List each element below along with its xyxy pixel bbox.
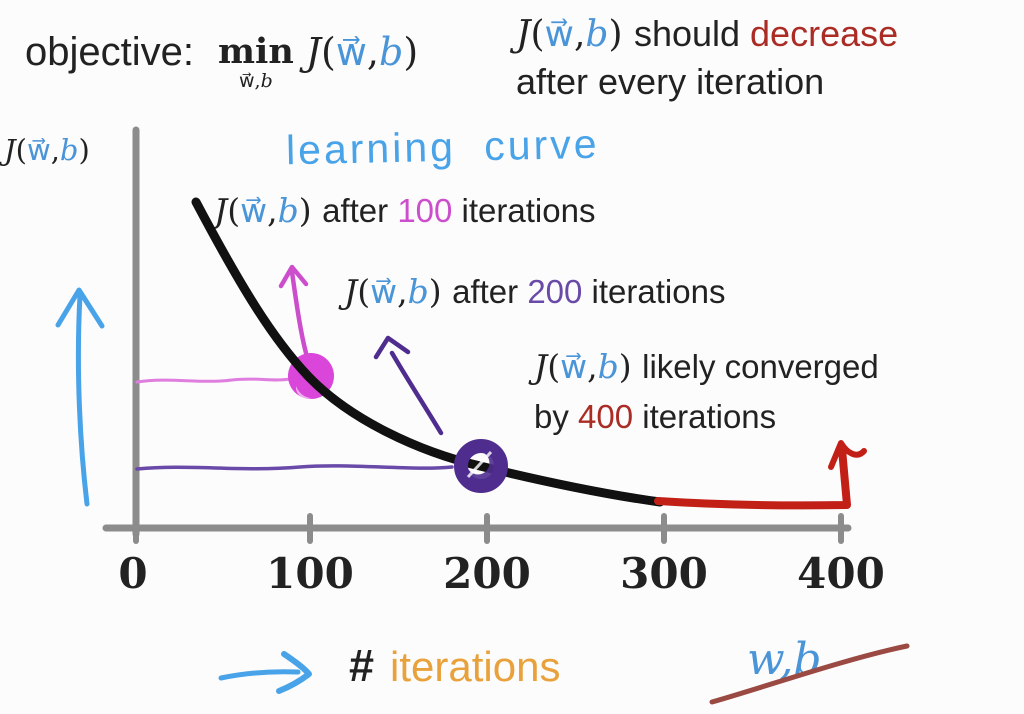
wb-label-struck: w,b xyxy=(747,634,822,685)
x-tick-label-400: 400 xyxy=(797,549,885,598)
statement-line1: J(w⃗,b) should decrease xyxy=(516,13,899,55)
objective-formula: J(w⃗,b) xyxy=(305,30,419,74)
x-tick-label-100: 100 xyxy=(266,549,354,598)
statement-line2: after every iteration xyxy=(516,61,825,102)
annotation-400-converged: J(w⃗,b) likely converged by 400 iteratio… xyxy=(534,342,879,442)
marker-ring-200 xyxy=(454,439,508,493)
iterations-label: iterations xyxy=(390,643,561,690)
x-direction-arrow-shaft xyxy=(218,669,301,681)
annotation-100-iterations: J(w⃗,b) after 100 iterations xyxy=(214,191,596,230)
hash-symbol: # xyxy=(349,640,375,691)
min-subscript: w⃗,b xyxy=(238,70,273,92)
converged-segment xyxy=(654,445,851,510)
x-tick-label-0: 0 xyxy=(118,549,148,598)
min-operator: min w⃗,b xyxy=(218,34,294,92)
min-label: min xyxy=(217,31,294,72)
annotation-400-line2: by 400 iterations xyxy=(534,398,777,435)
x-axis-ticks xyxy=(133,513,844,544)
x-direction-arrow-icon xyxy=(276,651,312,694)
y-axis-label: J(w⃗,b) xyxy=(4,133,90,167)
x-tick-label-200: 200 xyxy=(443,549,531,598)
up-arrow-200-icon xyxy=(373,335,444,436)
level-line-100 xyxy=(135,377,292,384)
marker-ring-gash xyxy=(466,450,493,479)
converged-up-arrow-icon xyxy=(828,440,867,470)
statement-block: J(w⃗,b) should decrease after every iter… xyxy=(516,10,898,105)
x-tick-label-300: 300 xyxy=(620,549,708,598)
objective-line: objective: min w⃗,b J(w⃗,b) xyxy=(25,26,418,92)
marker-ring-200-inner xyxy=(459,444,497,482)
x-axis-caption: # iterations xyxy=(349,640,560,692)
up-arrow-100-icon xyxy=(278,264,309,356)
annotation-400-line1: J(w⃗,b) likely converged xyxy=(534,347,879,386)
marker-dot-100 xyxy=(288,353,334,399)
learning-curve-title: learning curve xyxy=(285,120,600,174)
annotation-200-iterations: J(w⃗,b) after 200 iterations xyxy=(344,272,726,311)
objective-label: objective: xyxy=(25,30,194,74)
level-line-200 xyxy=(135,464,454,471)
y-direction-arrow-icon xyxy=(55,287,105,507)
marker-dot-highlight xyxy=(295,386,312,399)
